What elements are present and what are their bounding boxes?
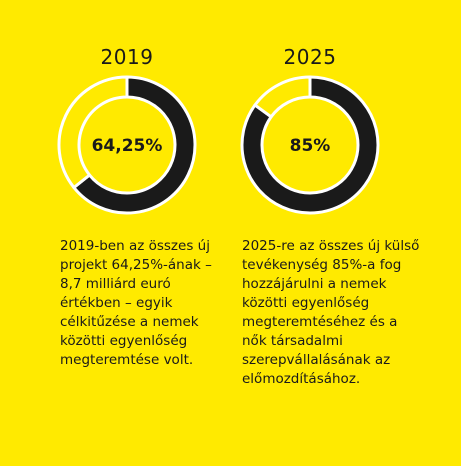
chart-title: 2025: [283, 45, 337, 69]
center-value-label: 64,25%: [92, 136, 163, 156]
chart-caption: 2025-re az összes új külső tevékenység 8…: [242, 238, 420, 387]
donut-slice-value: [240, 75, 380, 215]
donut-slice-remainder: [253, 75, 312, 119]
center-value-label: 85%: [290, 136, 331, 156]
donut-chart-2019: 64,25%: [57, 75, 197, 215]
chart-title: 2019: [100, 45, 154, 69]
chart-caption: 2019-ben az összes új projekt 64,25%-ána…: [60, 238, 212, 368]
donut-chart-2025: 85%: [240, 75, 380, 215]
donut-slices: [240, 75, 380, 215]
donut-slice-value: [72, 75, 197, 215]
donut-slices: [57, 75, 197, 215]
donut-slice-remainder: [57, 75, 129, 190]
